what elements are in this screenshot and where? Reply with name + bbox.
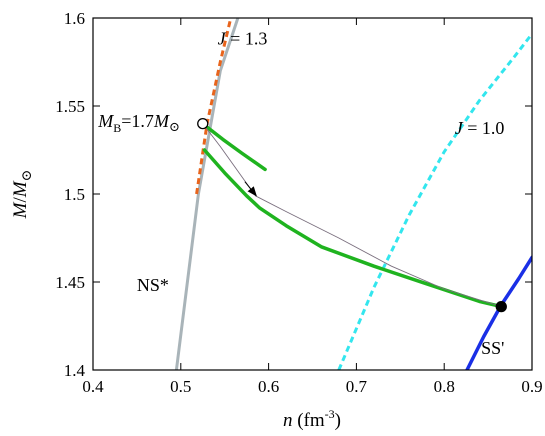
y-tick-label: 1.55 <box>55 97 85 116</box>
ss-point <box>495 300 507 313</box>
x-tick-label: 0.9 <box>521 377 542 396</box>
series-green-upper <box>205 125 267 172</box>
plot-frame <box>92 17 533 371</box>
points-layer <box>197 117 507 313</box>
ticks-layer: 0.4 0.5 0.6 0.7 0.8 0.9 1.4 1.45 1.5 1.55 1.6 <box>55 9 542 396</box>
mb-point <box>197 117 209 130</box>
mb-label: MB=1.7M⊙ <box>97 111 180 135</box>
label-ns: NS* <box>137 275 169 295</box>
y-tick-label: 1.6 <box>64 9 85 28</box>
series-j10 <box>337 32 532 370</box>
series-layer <box>174 18 532 370</box>
x-tick-label: 0.6 <box>258 377 279 396</box>
y-tick-label: 1.5 <box>64 185 85 204</box>
x-axis-label: n (fm-3) <box>283 407 341 431</box>
x-tick-label: 0.4 <box>82 377 104 396</box>
label-j13: J = 1.3 <box>218 28 268 48</box>
x-tick-label: 0.8 <box>434 377 455 396</box>
series-track <box>202 123 502 308</box>
track-arrow <box>244 181 257 197</box>
x-tick-label: 0.5 <box>170 377 191 396</box>
y-tick-label: 1.4 <box>64 361 86 380</box>
series-green-lower <box>202 148 504 309</box>
y-tick-label: 1.45 <box>55 273 85 292</box>
label-ss: SS' <box>481 338 504 358</box>
y-axis-label: M/M⊙ <box>10 170 35 220</box>
label-j10: J = 1.0 <box>455 118 505 138</box>
x-tick-label: 0.7 <box>346 377 368 396</box>
series-ns <box>174 18 240 370</box>
labels-layer: J = 1.3 J = 1.0 NS* SS' <box>137 28 504 358</box>
series-j13 <box>195 18 233 195</box>
